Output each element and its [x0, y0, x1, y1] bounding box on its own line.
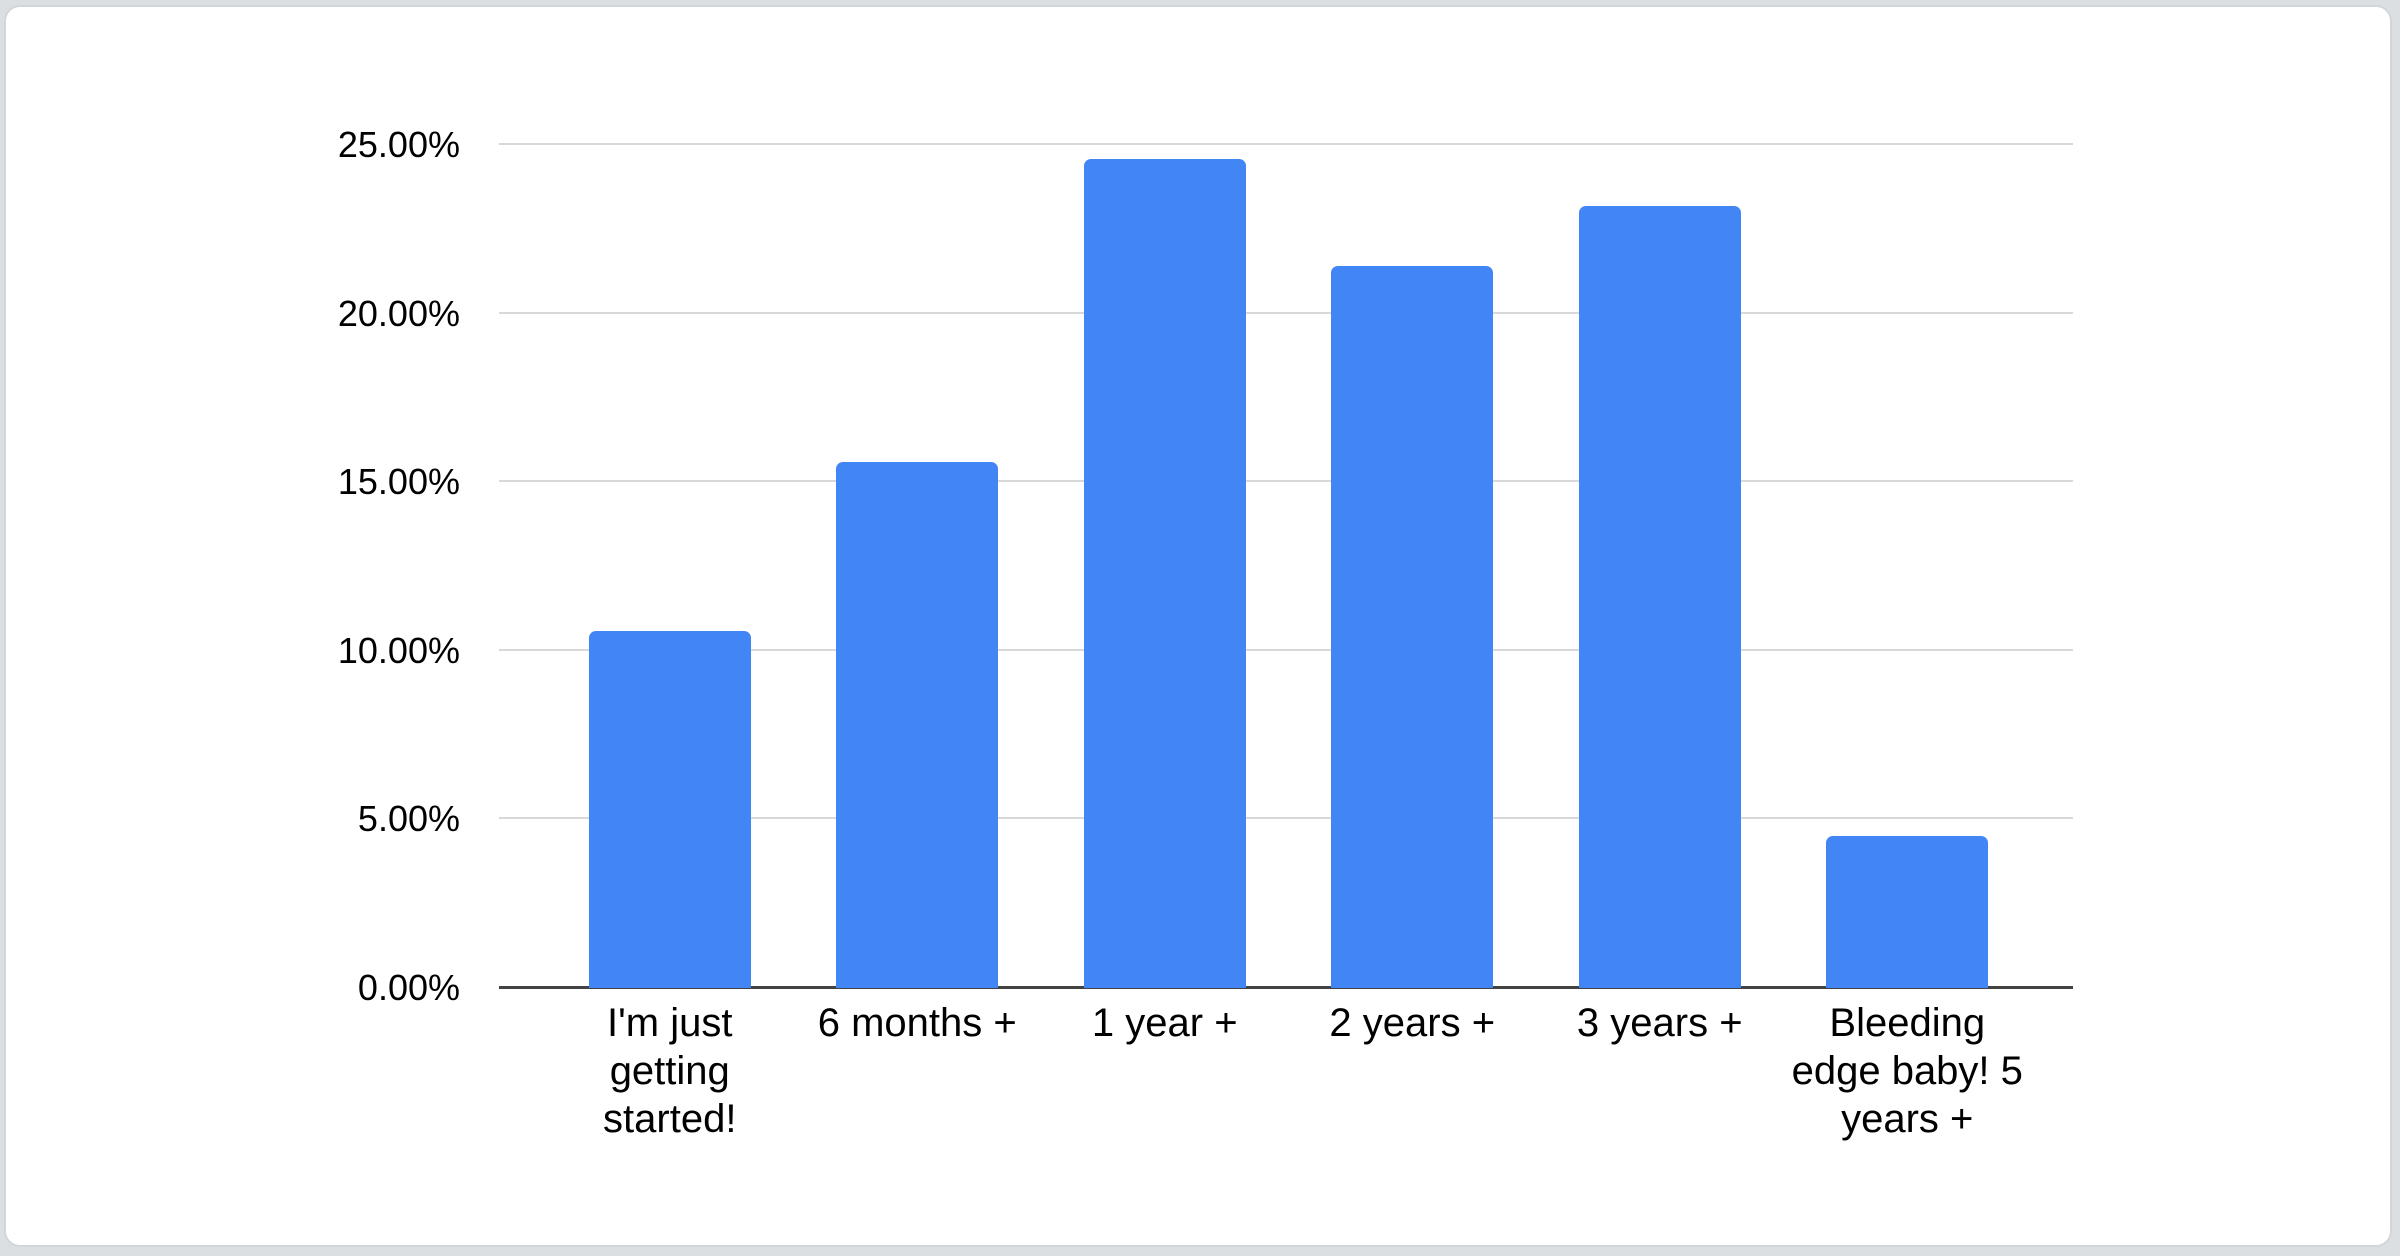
x-label-cell: 6 months + — [794, 999, 1042, 1143]
x-label-cell: 1 year + — [1041, 999, 1289, 1143]
bar-6 — [1826, 836, 1989, 988]
y-tick-label: 20.00% — [337, 292, 460, 334]
gridline — [499, 311, 2073, 314]
x-axis-label: 2 years + — [1329, 1001, 1496, 1045]
bar-3 — [1083, 158, 1246, 988]
bar-band — [794, 145, 1042, 988]
x-axis-label: 6 months + — [817, 1001, 1017, 1045]
bar-band — [1784, 145, 2032, 988]
y-tick-label: 0.00% — [357, 967, 460, 1008]
x-axis-label: Bleeding edge baby! 5 years + — [1791, 1001, 2023, 1141]
x-axis-label: 1 year + — [1091, 1001, 1238, 1045]
gridline — [499, 143, 2073, 145]
x-axis-label: I'm just getting started! — [603, 1001, 737, 1141]
x-label-cell: Bleeding edge baby! 5 years + — [1784, 999, 2032, 1143]
chart-card: 0.00% 5.00% 10.00% 15.00% 20.00% 25.00% I'm j… — [4, 5, 2392, 1247]
x-axis-line — [499, 986, 2073, 989]
bars-layer — [546, 145, 2031, 988]
gridline — [499, 480, 2073, 483]
y-tick-label: 15.00% — [337, 461, 460, 503]
y-tick-label: 10.00% — [337, 629, 460, 671]
bar-band — [1536, 145, 1784, 988]
bar-2 — [836, 461, 999, 988]
y-tick-label: 5.00% — [357, 798, 460, 840]
x-axis-labels: I'm just getting started! 6 months + 1 yea… — [546, 999, 2031, 1143]
gridline — [499, 817, 2073, 820]
bar-band — [1041, 145, 1289, 988]
bar-band — [546, 145, 794, 988]
plot-area — [499, 143, 2073, 989]
gridline — [499, 648, 2073, 651]
bar-band — [1289, 145, 1537, 988]
bar-1 — [588, 630, 751, 988]
x-label-cell: I'm just getting started! — [546, 999, 794, 1143]
bar-4 — [1331, 266, 1494, 988]
bar-5 — [1578, 205, 1741, 988]
x-label-cell: 3 years + — [1536, 999, 1784, 1143]
x-axis-label: 3 years + — [1576, 1001, 1743, 1045]
x-label-cell: 2 years + — [1289, 999, 1537, 1143]
y-tick-label: 25.00% — [337, 124, 460, 165]
